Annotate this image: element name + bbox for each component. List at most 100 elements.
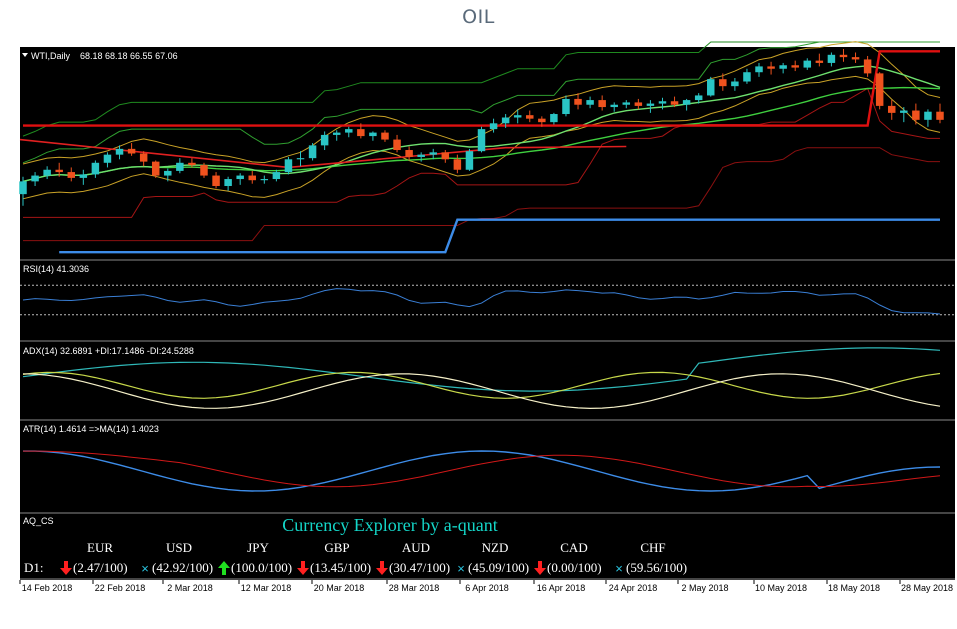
candle-body (260, 179, 269, 181)
currency-name-chf: CHF (640, 540, 665, 555)
currency-title: Currency Explorer by a-quant (282, 515, 497, 535)
down-arrow-icon (376, 561, 388, 575)
candle-body (91, 162, 100, 175)
candle-body (501, 117, 510, 124)
candle-body (453, 159, 462, 170)
down-arrow-icon (297, 561, 309, 575)
candle-body (405, 150, 413, 157)
neutral-cross-icon: × (615, 561, 623, 576)
currency-value-aud: (30.47/100) (389, 560, 450, 575)
candle-body (513, 115, 522, 118)
candle-body (127, 148, 136, 154)
down-arrow-icon (534, 561, 546, 575)
x-tick-label: 14 Feb 2018 (22, 583, 73, 593)
candle-body (851, 57, 860, 60)
candle-body (767, 66, 775, 69)
candle-body (779, 65, 787, 69)
candle-body (562, 98, 570, 115)
candle-body (164, 170, 172, 176)
candle-body (465, 151, 474, 170)
currency-value-eur: (2.47/100) (73, 560, 128, 575)
candle-body (574, 98, 582, 105)
candle-body (791, 65, 799, 68)
x-tick-label: 28 May 2018 (901, 583, 953, 593)
candle-body (200, 165, 208, 176)
candle-body (526, 115, 534, 119)
neutral-cross-icon: × (457, 561, 465, 576)
candle-body (694, 95, 703, 101)
adx-line (22, 347, 941, 392)
candle-body (550, 114, 558, 123)
candle-body (441, 152, 450, 160)
candle-body (67, 172, 76, 178)
candle-body (863, 59, 872, 74)
ohlc-readout: 68.18 68.18 66.55 67.06 (80, 51, 178, 61)
candle-body (393, 139, 401, 151)
currency-name-cad: CAD (560, 540, 587, 555)
candle-body (887, 105, 896, 113)
candle-body (345, 129, 353, 133)
x-tick-label: 2 May 2018 (681, 583, 728, 593)
candle-body (803, 60, 812, 68)
candle-body (900, 110, 908, 113)
candle-body (272, 172, 281, 180)
candle-body (236, 175, 244, 180)
candle-body (622, 102, 631, 105)
currency-value-usd: (42.92/100) (152, 560, 213, 575)
atr-ma-line (23, 450, 941, 488)
x-tick-label: 18 May 2018 (828, 583, 880, 593)
neutral-cross-icon: × (141, 561, 149, 576)
candle-body (296, 158, 305, 160)
rsi-label: RSI(14) 41.3036 (23, 264, 89, 274)
main-panel-label: WTI,Daily (31, 51, 70, 61)
atr-label: ATR(14) 1.4614 =>MA(14) 1.4023 (23, 424, 159, 434)
x-tick-label: 24 Apr 2018 (609, 583, 658, 593)
candle-body (912, 110, 920, 120)
currency-panel-label: AQ_CS (23, 516, 54, 526)
currency-value-gbp: (13.45/100) (310, 560, 371, 575)
candle-body (875, 73, 884, 106)
candle-body (151, 161, 160, 176)
candle-body (284, 159, 293, 173)
page-title: OIL (462, 6, 495, 28)
currency-value-chf: (59.56/100) (626, 560, 687, 575)
inner-upper-channel (22, 41, 940, 164)
candle-body (139, 153, 148, 162)
candle-body (357, 129, 365, 137)
currency-value-nzd: (45.09/100) (468, 560, 529, 575)
candle-body (839, 54, 848, 58)
resistance-step-line (23, 50, 940, 127)
candle-body (55, 169, 63, 173)
candle-body (212, 175, 220, 187)
candle-body (19, 181, 27, 195)
candle-body (381, 132, 389, 140)
candle-body (188, 162, 196, 166)
currency-value-cad: (0.00/100) (547, 560, 602, 575)
candle-body (731, 81, 739, 87)
candle-body (707, 79, 715, 96)
currency-name-jpy: JPY (247, 540, 269, 555)
candle-body (477, 129, 486, 152)
candle-body (176, 162, 184, 171)
support-step-line (59, 218, 940, 254)
candle-body (369, 132, 377, 137)
chart-background (20, 47, 955, 599)
candle-body (489, 123, 498, 130)
band-lower-line (22, 75, 941, 200)
candle-body (610, 104, 618, 108)
upper-channel-line (22, 41, 940, 137)
candle-body (43, 169, 51, 176)
dropdown-arrow-icon (22, 53, 28, 57)
candle-body (936, 111, 944, 120)
candle-body (538, 118, 546, 123)
candle-body (634, 102, 643, 106)
trend-line (19, 138, 627, 169)
x-tick-label: 6 Apr 2018 (465, 583, 509, 593)
candle-body (79, 174, 88, 178)
candle-body (224, 179, 232, 187)
down-arrow-icon (60, 561, 72, 575)
x-tick-label: 20 Mar 2018 (314, 583, 365, 593)
candle-body (646, 103, 655, 106)
candle-body (332, 132, 341, 135)
